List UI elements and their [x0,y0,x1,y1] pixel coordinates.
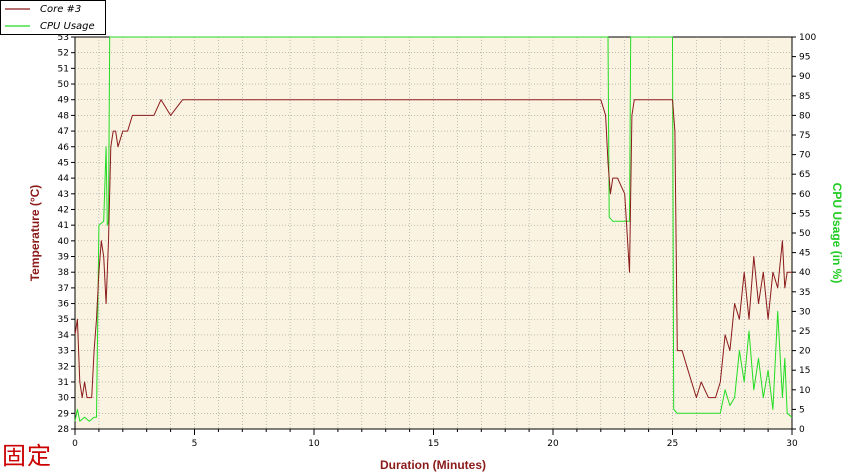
x-tick-label: 0 [72,439,78,449]
series-layer [74,36,793,422]
x-tick-label: 25 [667,439,678,449]
legend-box [0,0,106,35]
left-tick-label: 35 [58,315,69,325]
series-line-core-3 [74,99,792,399]
right-axis-ticks: 0 5 10 15 20 25 30 35 40 45 50 55 60 65 70 75 80 85 90 95 10… [792,33,816,435]
left-tick-label: 32 [58,362,69,372]
left-tick-label: 45 [58,158,69,168]
x-tick-label: 30 [786,439,798,449]
left-tick-label: 39 [58,253,70,263]
right-tick-label: 5 [799,405,805,415]
right-tick-label: 70 [799,151,811,161]
left-tick-label: 50 [58,80,70,90]
right-tick-label: 0 [799,425,805,435]
right-tick-label: 65 [799,170,810,180]
right-tick-label: 95 [799,53,810,63]
left-tick-label: 40 [58,237,70,247]
right-tick-label: 90 [799,72,811,82]
legend-label-cpu-usage: CPU Usage [40,21,95,32]
x-tick-label: 15 [428,439,439,449]
left-tick-label: 36 [58,300,70,310]
x-axis-title: Duration (Minutes) [380,458,486,472]
left-tick-label: 52 [58,49,69,59]
right-tick-label: 80 [799,111,811,121]
left-tick-label: 41 [58,221,69,231]
series-line-cpu-usage [74,36,793,422]
right-tick-label: 50 [799,229,811,239]
left-tick-label: 29 [58,409,70,419]
left-tick-label: 53 [58,33,69,43]
right-tick-label: 85 [799,92,810,102]
x-axis-ticks: 0 5 10 15 20 25 30 [72,429,798,449]
right-tick-label: 10 [799,386,811,396]
right-tick-label: 100 [799,33,816,43]
stamp-seal: 固定 [2,442,52,470]
left-tick-label: 44 [58,174,70,184]
right-tick-label: 15 [799,366,810,376]
x-tick-label: 20 [547,439,559,449]
right-tick-label: 60 [799,190,811,200]
left-tick-label: 46 [58,143,70,153]
left-tick-label: 42 [58,205,69,215]
right-tick-label: 25 [799,327,810,337]
right-tick-label: 30 [799,307,811,317]
right-tick-label: 35 [799,288,810,298]
left-tick-label: 37 [58,284,69,294]
left-tick-label: 43 [58,190,69,200]
x-tick-label: 5 [192,439,198,449]
left-tick-label: 49 [58,96,70,106]
right-tick-label: 55 [799,209,810,219]
left-axis-ticks: 28 29 30 31 32 33 34 35 36 37 38 39 40 41 42 43 44 45 46 47… [58,33,75,435]
left-tick-label: 28 [58,425,70,435]
left-tick-label: 51 [58,64,69,74]
right-tick-label: 45 [799,249,810,259]
right-axis-title: CPU Usage (in %) [830,183,844,284]
right-tick-label: 40 [799,268,811,278]
left-tick-label: 38 [58,268,70,278]
left-tick-label: 30 [58,394,70,404]
right-tick-label: 75 [799,131,810,141]
left-tick-label: 31 [58,378,69,388]
left-tick-label: 47 [58,127,69,137]
x-tick-label: 10 [308,439,320,449]
legend: Core #3 CPU Usage [0,0,106,35]
left-tick-label: 48 [58,111,70,121]
left-axis-title: Temperature (°C) [28,185,42,282]
left-tick-label: 33 [58,347,69,357]
right-tick-label: 20 [799,347,811,357]
left-tick-label: 34 [58,331,70,341]
legend-label-core3: Core #3 [40,4,81,15]
